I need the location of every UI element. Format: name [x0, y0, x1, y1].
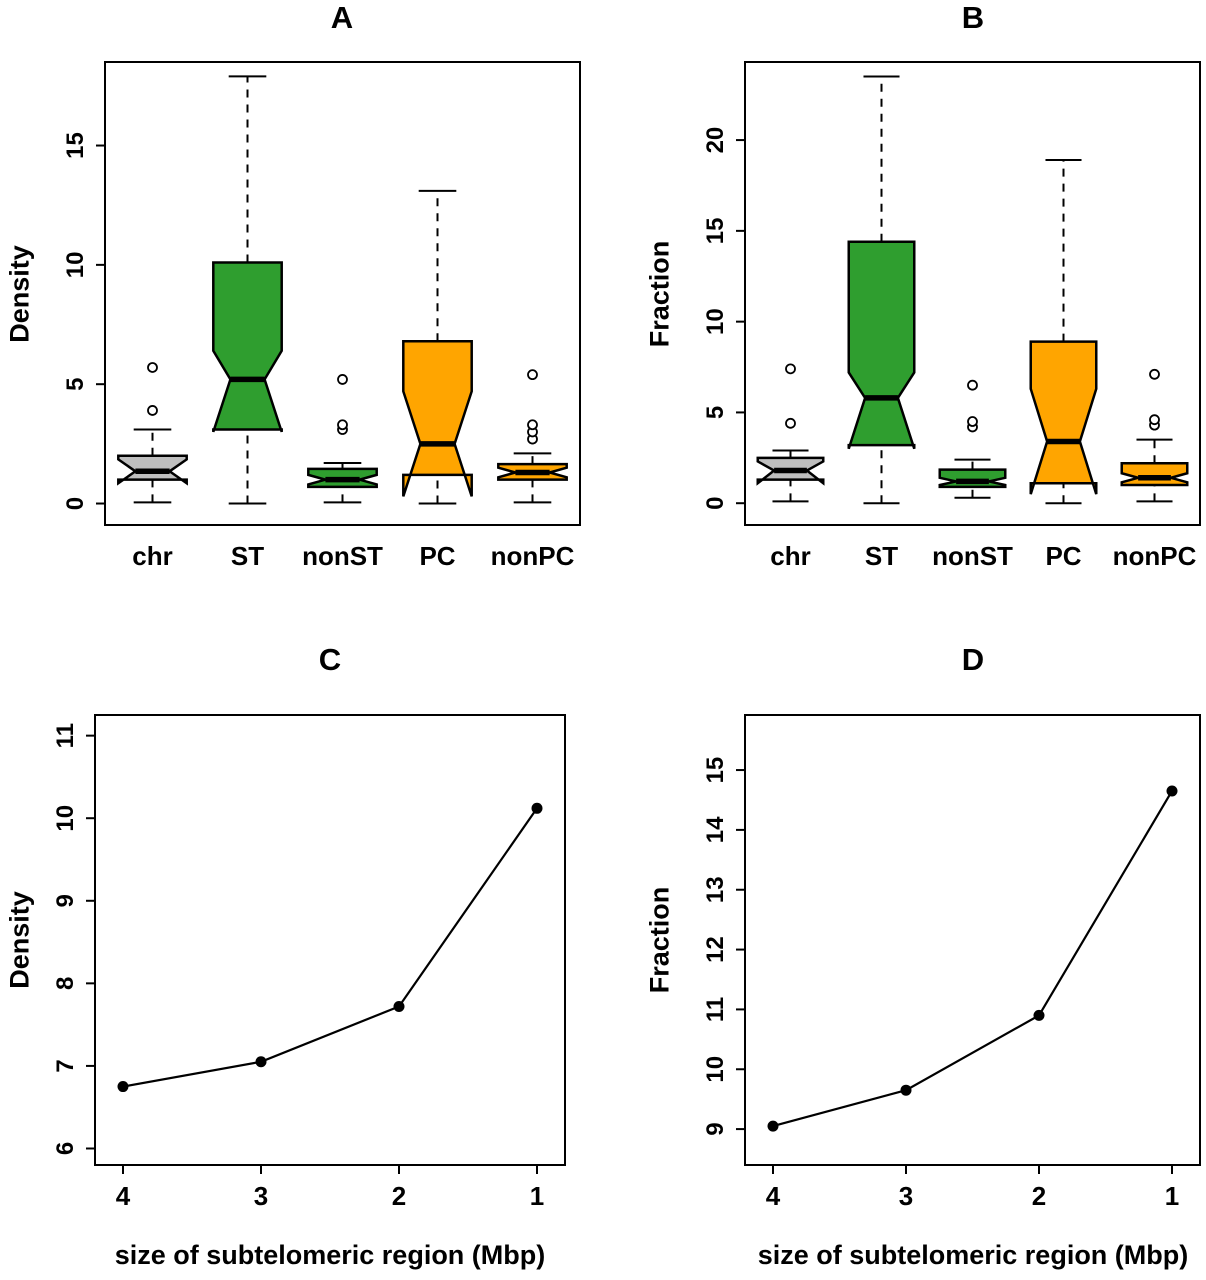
svg-text:4: 4 [766, 1181, 781, 1211]
svg-text:11: 11 [52, 723, 79, 748]
svg-text:ST: ST [865, 541, 898, 571]
svg-text:nonST: nonST [932, 541, 1013, 571]
line-density-chart: 6 7 8 9 10 11 4 3 2 1 [52, 714, 566, 1211]
panel-d-title: D [961, 642, 985, 677]
svg-text:15: 15 [702, 757, 729, 784]
svg-text:4: 4 [116, 1181, 131, 1211]
svg-text:10: 10 [62, 252, 89, 279]
boxplot-fraction-chart: 0 5 10 15 20 chr ST nonST PC nonPC [702, 61, 1201, 571]
svg-text:14: 14 [702, 816, 729, 843]
svg-text:9: 9 [702, 1122, 729, 1135]
svg-text:10: 10 [702, 308, 729, 335]
svg-text:nonST: nonST [302, 541, 383, 571]
svg-text:PC: PC [419, 541, 455, 571]
svg-text:15: 15 [702, 218, 729, 245]
svg-text:PC: PC [1045, 541, 1081, 571]
svg-text:9: 9 [52, 894, 79, 907]
svg-text:nonPC: nonPC [1113, 541, 1197, 571]
svg-text:5: 5 [62, 378, 89, 391]
svg-text:ST: ST [231, 541, 264, 571]
svg-text:nonPC: nonPC [491, 541, 575, 571]
svg-text:7: 7 [52, 1059, 79, 1072]
svg-text:2: 2 [392, 1181, 406, 1211]
line-fraction-chart: 9 10 11 12 13 14 15 4 3 2 1 [702, 714, 1201, 1211]
svg-text:3: 3 [254, 1181, 268, 1211]
svg-text:chr: chr [132, 541, 172, 571]
svg-text:10: 10 [52, 805, 79, 832]
svg-text:3: 3 [899, 1181, 913, 1211]
svg-text:8: 8 [52, 977, 79, 990]
svg-text:15: 15 [62, 132, 89, 159]
svg-text:0: 0 [702, 497, 729, 510]
svg-text:13: 13 [702, 876, 729, 903]
svg-text:20: 20 [702, 127, 729, 154]
panel-c-title: C [318, 642, 342, 677]
panel-a-title: A [330, 0, 354, 35]
svg-text:0: 0 [62, 497, 89, 510]
svg-text:12: 12 [702, 936, 729, 963]
svg-text:5: 5 [702, 406, 729, 419]
svg-text:2: 2 [1032, 1181, 1046, 1211]
svg-text:6: 6 [52, 1142, 79, 1155]
panel-d-xlabel: size of subtelomeric region (Mbp) [757, 1240, 1189, 1270]
panel-c-xlabel: size of subtelomeric region (Mbp) [114, 1240, 546, 1270]
boxplot-density-chart: 0 5 10 15 chr ST nonST PC nonPC [62, 61, 581, 571]
svg-text:chr: chr [770, 541, 810, 571]
svg-text:10: 10 [702, 1056, 729, 1083]
panel-b-title: B [961, 0, 985, 35]
svg-text:1: 1 [1165, 1181, 1179, 1211]
svg-text:11: 11 [702, 997, 729, 1022]
svg-text:1: 1 [530, 1181, 544, 1211]
